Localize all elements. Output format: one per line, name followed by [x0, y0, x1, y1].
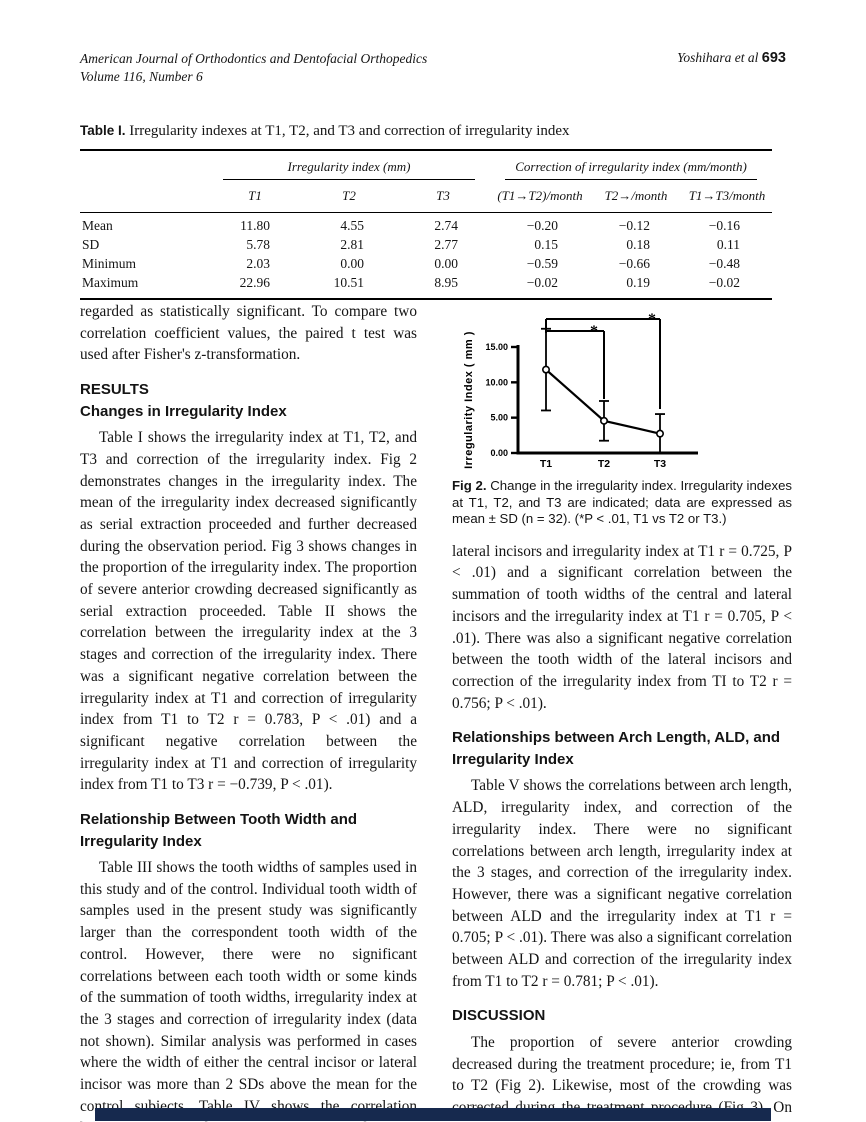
col-header-t1t3: T1→T3/month: [682, 181, 772, 213]
heading-results: RESULTS: [80, 381, 149, 399]
table-cell: 5.78: [246, 237, 270, 252]
group-header-irregularity: Irregularity index (mm): [208, 150, 490, 181]
table-cell: 0.15: [534, 237, 558, 252]
table-cell: 2.03: [246, 256, 270, 271]
table-cell: 2.74: [434, 218, 458, 233]
heading-discussion: DISCUSSION: [452, 1007, 546, 1025]
paragraph-tooth-width: Table III shows the tooth widths of samp…: [80, 859, 417, 1122]
paragraph-statistics: regarded as statistically significant. T…: [80, 303, 417, 364]
svg-text:10.00: 10.00: [485, 377, 508, 387]
paragraph-changes-irregularity: Table I shows the irregularity index at …: [80, 429, 417, 794]
table-cell: 0.11: [716, 237, 740, 252]
table-row: Mean 11.80 4.55 2.74 −0.20 −0.12 −0.16: [80, 213, 772, 236]
table-cell: 2.77: [434, 237, 458, 252]
table-row-label: Mean: [82, 218, 113, 233]
table-1-caption: Irregularity indexes at T1, T2, and T3 a…: [129, 123, 570, 139]
table-cell: 10.51: [333, 275, 364, 290]
table-cell: 0.19: [626, 275, 650, 290]
table-row-label: SD: [82, 237, 100, 252]
table-1-title: Table I. Irregularity indexes at T1, T2,…: [80, 123, 772, 140]
table-cell: −0.59: [526, 256, 558, 271]
table-group-header-row: Irregularity index (mm) Correction of ir…: [80, 150, 772, 181]
group-header-correction-label: Correction of irregularity index (mm/mon…: [505, 159, 757, 180]
table-column-header-row: T1 T2 T3 (T1→T2)/month T2→/month T1→T3/m…: [80, 181, 772, 213]
journal-title: American Journal of Orthodontics and Den…: [80, 51, 428, 66]
table-cell: −0.20: [526, 218, 558, 233]
svg-text:15.00: 15.00: [485, 342, 508, 352]
table-row: SD 5.78 2.81 2.77 0.15 0.18 0.11: [80, 236, 772, 255]
figure-2-caption-label: Fig 2.: [452, 478, 487, 493]
table-cell: 4.55: [340, 218, 364, 233]
table-cell: −0.48: [708, 256, 740, 271]
heading-arch-length: Relationships between Arch Length, ALD, …: [452, 729, 781, 768]
table-1: Table I. Irregularity indexes at T1, T2,…: [80, 123, 772, 300]
paragraph-lateral-incisors: lateral incisors and irregularity index …: [452, 542, 792, 712]
group-header-irregularity-label: Irregularity index (mm): [223, 159, 475, 180]
table-cell: 0.00: [434, 256, 458, 271]
table-cell: −0.02: [526, 275, 558, 290]
table-spacer-cell: [80, 150, 208, 181]
col-header-t1t2: (T1→T2)/month: [490, 181, 590, 213]
table-cell: 0.18: [626, 237, 650, 252]
table-cell: 22.96: [239, 275, 270, 290]
figure-2-caption: Fig 2. Change in the irregularity index.…: [452, 478, 792, 528]
bottom-scan-bar: [95, 1108, 771, 1121]
svg-text:*: *: [648, 311, 656, 328]
figure-2-caption-text: Change in the irregularity index. Irregu…: [452, 478, 792, 527]
svg-text:T2: T2: [598, 458, 610, 470]
col-header-t1: T1: [208, 181, 302, 213]
table-cell: −0.16: [708, 218, 740, 233]
svg-text:Irregularity Index ( mm ): Irregularity Index ( mm ): [463, 331, 475, 469]
table-1-label: Table I.: [80, 123, 126, 138]
table-cell: −0.02: [708, 275, 740, 290]
col-header-t2: T2: [302, 181, 396, 213]
left-column: regarded as statistically significant. T…: [80, 301, 417, 1122]
right-column: 0.00 5.00 10.00 15.00 T1 T2 T3 Irregularity Ind…: [452, 299, 792, 1122]
running-head: American Journal of Orthodontics and Den…: [80, 50, 786, 86]
table-row: Minimum 2.03 0.00 0.00 −0.59 −0.66 −0.48: [80, 255, 772, 274]
table-cell: 0.00: [340, 256, 364, 271]
table-cell: 8.95: [434, 275, 458, 290]
group-header-correction: Correction of irregularity index (mm/mon…: [490, 150, 772, 181]
author-citation: Yoshihara et al 693: [677, 50, 786, 66]
fig2-line-chart: 0.00 5.00 10.00 15.00 T1 T2 T3 Irregularity Ind…: [463, 311, 698, 470]
svg-text:T1: T1: [540, 458, 552, 470]
table-1-grid: Irregularity index (mm) Correction of ir…: [80, 149, 772, 300]
col-header-t3: T3: [396, 181, 490, 213]
paragraph-arch-length: Table V shows the correlations between a…: [452, 777, 792, 990]
heading-changes-irregularity: Changes in Irregularity Index: [80, 402, 287, 420]
page-number: 693: [761, 50, 786, 66]
table-row-label: Maximum: [82, 275, 139, 290]
svg-text:T3: T3: [654, 458, 666, 470]
svg-text:0.00: 0.00: [490, 448, 508, 458]
heading-tooth-width: Relationship Between Tooth Width and Irr…: [80, 811, 358, 850]
table-row: Maximum 22.96 10.51 8.95 −0.02 0.19 −0.02: [80, 274, 772, 300]
figure-2: 0.00 5.00 10.00 15.00 T1 T2 T3 Irregularity Ind…: [452, 299, 792, 473]
table-spacer-cell: [80, 181, 208, 213]
col-header-t2x: T2→/month: [590, 181, 682, 213]
table-1-body: Mean 11.80 4.55 2.74 −0.20 −0.12 −0.16 SD 5.78 2.…: [80, 213, 772, 300]
authors: Yoshihara et al: [677, 50, 759, 65]
svg-text:5.00: 5.00: [490, 413, 508, 423]
journal-info: American Journal of Orthodontics and Den…: [80, 50, 427, 86]
journal-volume: Volume 116, Number 6: [80, 69, 203, 84]
svg-text:*: *: [590, 323, 598, 340]
table-cell: −0.12: [618, 218, 650, 233]
table-cell: 2.81: [340, 237, 364, 252]
table-cell: 11.80: [240, 218, 270, 233]
table-cell: −0.66: [618, 256, 650, 271]
table-row-label: Minimum: [82, 256, 137, 271]
